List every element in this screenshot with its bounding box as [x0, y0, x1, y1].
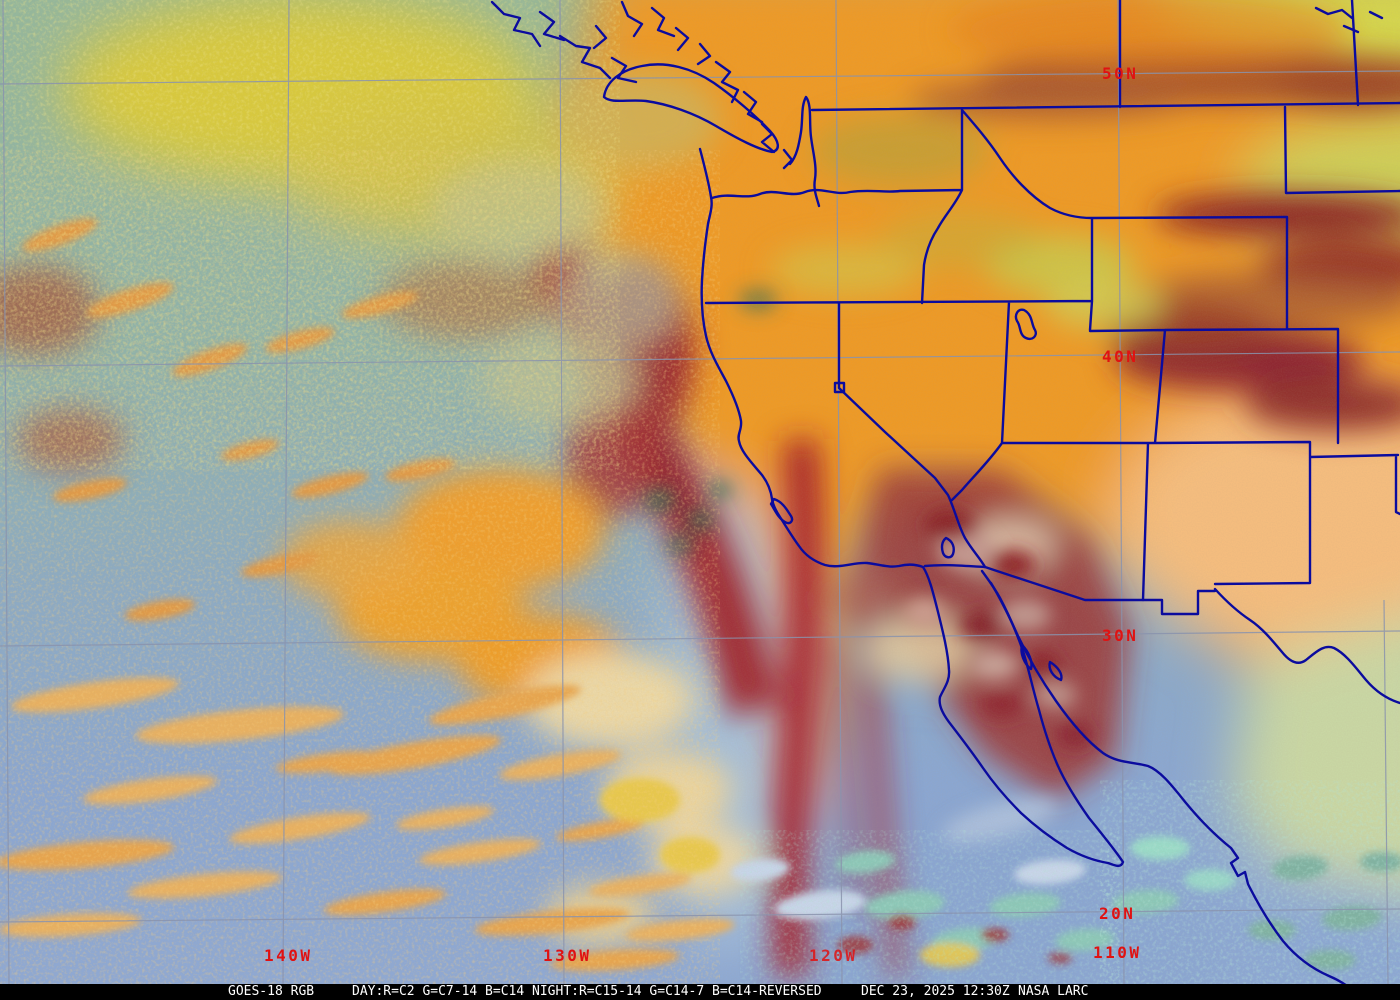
gridline-120w — [835, 0, 843, 984]
state-borders — [704, 105, 1400, 602]
lon-label-120w: 120W — [809, 946, 858, 965]
pacific-coastline — [698, 147, 1125, 868]
gridline-30n — [0, 630, 1400, 647]
mexico-mainland-coast — [989, 581, 1347, 984]
status-channel-recipe: DAY:R=C2 G=C7-14 B=C14 NIGHT:R=C15-14 G=… — [352, 984, 822, 999]
lat-label-40n: 40N — [1102, 347, 1138, 366]
vancouver-island — [602, 63, 779, 154]
lakes — [769, 308, 1063, 682]
puget-sound — [788, 95, 821, 208]
grid-labels: 50N 40N 30N 20N 140W 130W 120W 110W — [264, 64, 1142, 965]
lon-label-130w: 130W — [543, 946, 592, 965]
lon-label-110w: 110W — [1093, 943, 1142, 962]
lat-label-50n: 50N — [1102, 64, 1138, 83]
status-source: NASA LARC — [1018, 984, 1089, 999]
lon-label-140w: 140W — [264, 946, 313, 965]
status-datetime: DEC 23, 2025 12:30Z — [861, 984, 1010, 999]
mexico-border — [923, 563, 1400, 705]
gridline-110w — [1117, 0, 1125, 984]
gridline-150w — [2, 0, 10, 984]
status-bar: GOES-18 RGB DAY:R=C2 G=C7-14 B=C14 NIGHT… — [0, 984, 1400, 1000]
gridline-50n — [0, 70, 1400, 85]
canada-border — [810, 0, 1400, 112]
lat-label-30n: 30N — [1102, 626, 1138, 645]
gridline-130w — [559, 0, 565, 984]
gridline-100w — [1383, 599, 1389, 984]
gridline-20n — [0, 908, 1400, 923]
gridline-140w — [282, 0, 290, 984]
lat-label-20n: 20N — [1099, 904, 1135, 923]
map-boundaries — [490, 0, 1400, 984]
status-product-label: GOES-18 RGB — [228, 984, 315, 999]
